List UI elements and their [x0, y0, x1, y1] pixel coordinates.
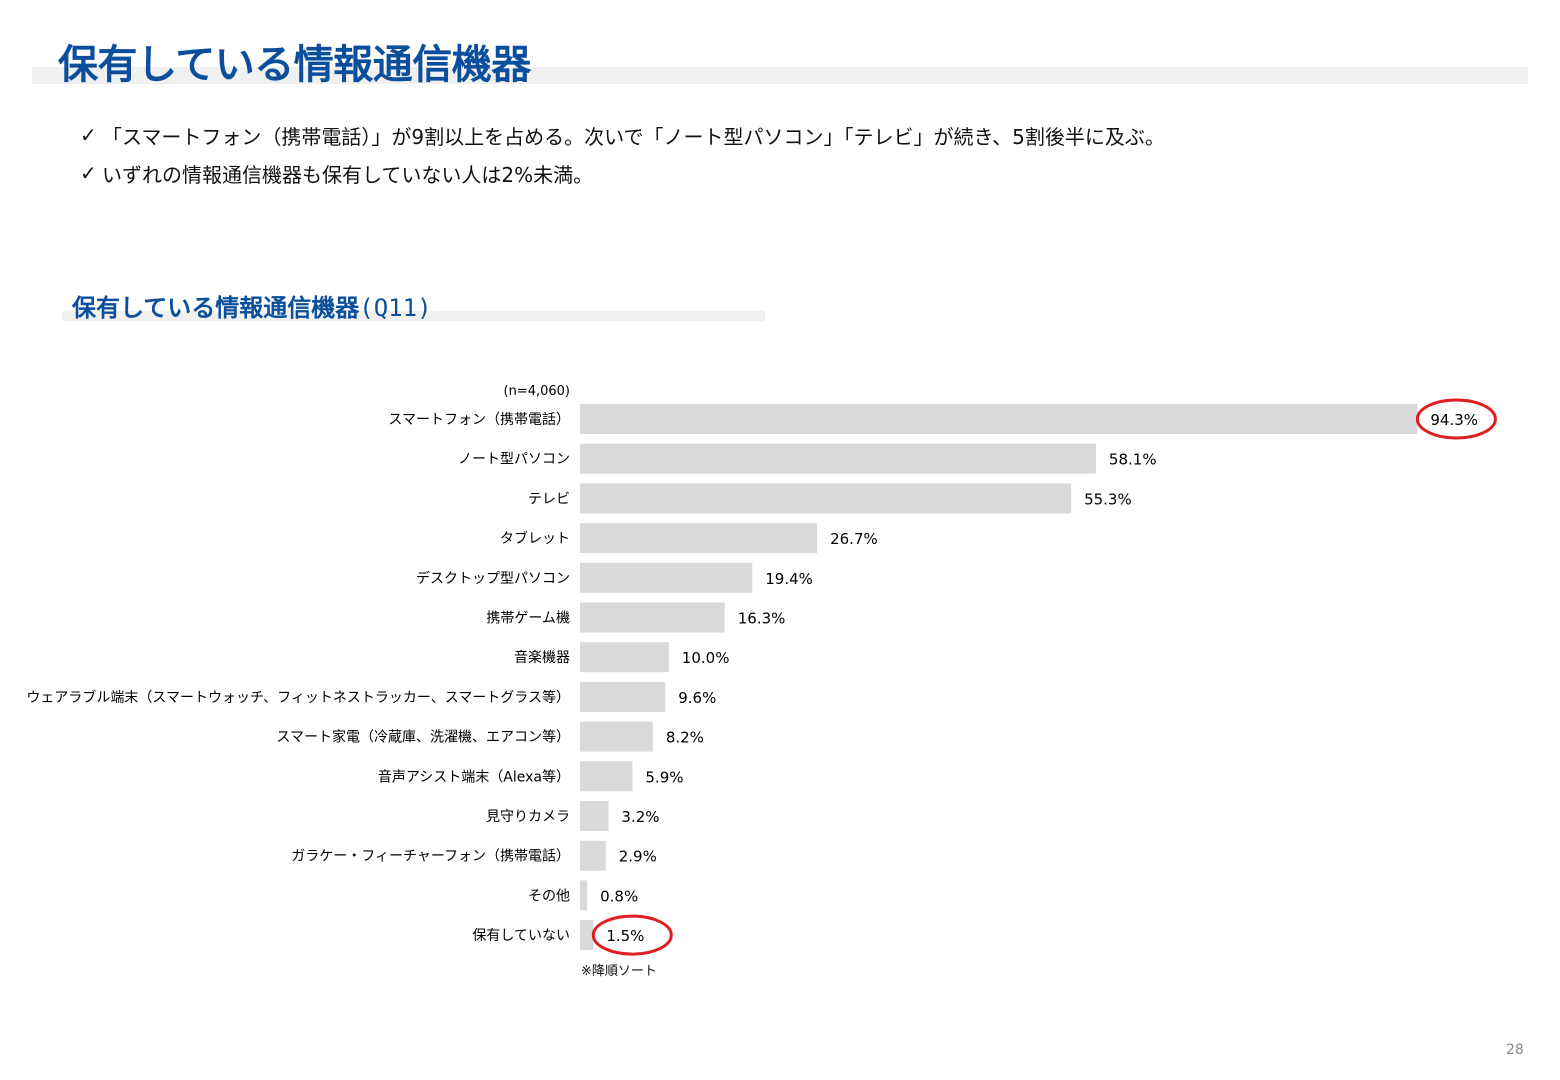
bar [580, 602, 725, 633]
value-label: 9.6% [678, 689, 716, 707]
highlight-circle [591, 914, 673, 956]
category-label: 見守りカメラ [486, 809, 570, 825]
category-label: その他 [528, 888, 570, 904]
value-label: 1.5% [606, 927, 644, 945]
bar [580, 681, 666, 712]
category-label: デスクトップ型パソコン [416, 570, 570, 587]
value-label: 19.4% [765, 570, 813, 588]
category-label: ガラケー・フィーチャーフォン（携帯電話） [291, 848, 570, 865]
category-label: 音声アシスト端末（Alexa等） [378, 768, 570, 785]
summary-item: ✓ 「スマートフォン（携帯電話）」が9割以上を占める。次いで「ノート型パソコン」… [80, 116, 1165, 154]
bar [580, 642, 669, 673]
bar [580, 880, 588, 911]
value-label: 5.9% [645, 768, 683, 786]
value-label: 26.7% [830, 530, 878, 548]
category-label: ノート型パソコン [458, 452, 570, 468]
category-label: 音楽機器 [514, 649, 570, 666]
bar [580, 920, 594, 951]
bar [580, 404, 1418, 434]
category-label: スマート家電（冷蔵庫、洗濯機、エアコン等） [276, 729, 570, 746]
category-label: スマートフォン（携帯電話） [388, 411, 570, 428]
section-title: 保有している情報通信機器(Q11) [72, 288, 432, 323]
bar [580, 523, 818, 554]
page-number: 28 [1506, 1042, 1524, 1058]
bar [580, 761, 633, 792]
bar [580, 840, 606, 871]
value-label: 58.1% [1109, 451, 1157, 469]
page-title: 保有している情報通信機器 [58, 42, 531, 88]
value-label: 16.3% [738, 610, 786, 628]
bar [580, 483, 1072, 514]
sort-note: ※降順ソート [581, 964, 657, 979]
check-icon: ✓ [80, 161, 97, 185]
category-label: 保有していない [472, 928, 570, 944]
summary-text: いずれの情報通信機器も保有していない人は2%未満。 [102, 162, 594, 187]
summary-item: ✓ いずれの情報通信機器も保有していない人は2%未満。 [80, 154, 1165, 192]
bar-chart: (n=4,060) スマートフォン（携帯電話） 94.3% ノート型パソコン 58.1%… [26, 384, 1497, 956]
title-band [32, 67, 1528, 84]
check-icon: ✓ [80, 123, 97, 147]
bar [580, 443, 1096, 474]
bar [580, 721, 653, 752]
value-label: 3.2% [621, 808, 659, 826]
category-label: ウェアラブル端末（スマートウォッチ、フィットネストラッカー、スマートグラス等） [26, 689, 570, 706]
summary-list: ✓ 「スマートフォン（携帯電話）」が9割以上を占める。次いで「ノート型パソコン」… [80, 116, 1165, 192]
summary-text: 「スマートフォン（携帯電話）」が9割以上を占める。次いで「ノート型パソコン」「テ… [102, 124, 1165, 149]
section-band [62, 311, 765, 321]
value-label: 55.3% [1084, 490, 1132, 508]
category-label: タブレット [500, 530, 570, 547]
section-title-question: (Q11) [359, 294, 432, 322]
sample-size-label: (n=4,060) [504, 384, 571, 399]
value-label: 2.9% [619, 848, 657, 866]
category-label: テレビ [528, 491, 570, 507]
bar [580, 801, 609, 831]
value-label: 0.8% [600, 887, 638, 905]
value-label: 8.2% [666, 729, 704, 747]
value-label: 94.3% [1430, 411, 1478, 429]
category-label: 携帯ゲーム機 [486, 611, 570, 627]
value-label: 10.0% [682, 649, 730, 667]
section-title-main: 保有している情報通信機器 [72, 294, 360, 322]
bar [580, 562, 753, 593]
highlight-circle [1415, 398, 1497, 440]
